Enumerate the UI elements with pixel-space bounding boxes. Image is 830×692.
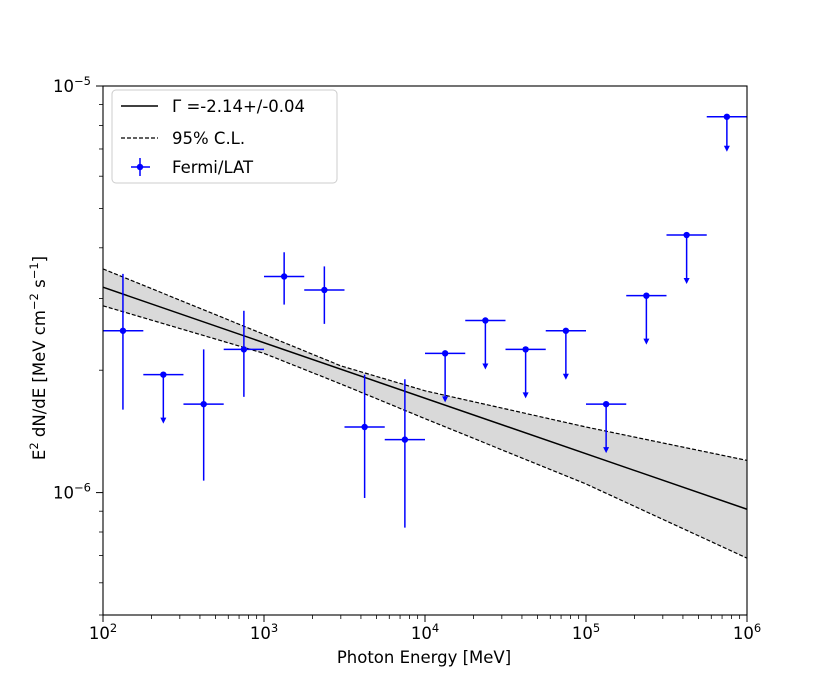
marker-dot (119, 327, 127, 334)
data-point-2 (143, 371, 184, 424)
data-points-layer (103, 113, 747, 528)
data-point-14 (626, 292, 667, 345)
confidence-band-layer (102, 268, 748, 559)
upper-limit-arrowhead (442, 396, 449, 403)
marker-dot (160, 371, 167, 378)
legend-box (111, 89, 338, 184)
marker-dot (280, 273, 288, 280)
upper-limit-arrowhead (683, 278, 690, 285)
fit-line (102, 286, 748, 510)
legend-label-fit: Γ =-2.14+/-0.04 (172, 97, 305, 116)
data-point-8 (384, 379, 425, 528)
marker-dot (562, 327, 570, 334)
y-tick-label-2: 10−6 (53, 481, 91, 503)
x-tick-label-3: 104 (411, 621, 439, 643)
y-tick-label-1: 10−5 (53, 74, 91, 96)
legend-label-cl: 95% C.L. (172, 129, 245, 148)
x-tick-label-5: 106 (733, 621, 761, 643)
upper-limit-arrowhead (160, 417, 167, 424)
axis-ticks-layer: 102 103 104 105 106 10−5 10−6 (53, 74, 761, 643)
marker-dot (321, 286, 328, 294)
data-point-15 (666, 231, 707, 285)
legend-marker-dot (136, 163, 144, 171)
marker-dot (441, 350, 449, 357)
upper-limit-arrowhead (482, 363, 489, 370)
confidence-band-lower-line (102, 305, 748, 559)
confidence-band-upper-line (102, 268, 748, 461)
data-point-13 (586, 400, 627, 454)
marker-dot (602, 400, 610, 408)
data-point-12 (545, 327, 586, 380)
data-point-16 (706, 113, 747, 152)
upper-limit-arrowhead (522, 392, 529, 399)
data-point-11 (505, 346, 546, 399)
x-tick-label-1: 102 (89, 621, 117, 643)
marker-dot (683, 231, 690, 239)
y-axis-label: E2 dN/dE [MeV cm−2 s−1] (27, 256, 49, 460)
data-point-1 (103, 273, 144, 410)
data-point-6 (304, 266, 345, 324)
confidence-band-fill (103, 268, 747, 559)
data-point-4 (223, 310, 264, 397)
marker-dot (240, 346, 248, 353)
data-point-3 (183, 349, 224, 481)
upper-limit-arrowhead (643, 338, 650, 345)
data-point-9 (425, 350, 466, 403)
legend: Γ =-2.14+/-0.04 95% C.L. Fermi/LAT (111, 89, 338, 184)
fit-line-layer (102, 286, 748, 510)
upper-limit-arrowhead (723, 145, 730, 152)
upper-limit-arrowhead (562, 373, 569, 380)
data-point-7 (344, 374, 385, 498)
marker-dot (643, 292, 650, 299)
marker-dot (723, 113, 731, 120)
x-tick-label-2: 103 (250, 621, 278, 643)
data-point-5 (264, 252, 305, 305)
marker-dot (482, 317, 489, 324)
data-point-10 (465, 317, 506, 370)
marker-dot (522, 346, 529, 353)
x-axis-label: Photon Energy [MeV] (337, 648, 511, 667)
legend-label-data: Fermi/LAT (172, 158, 254, 177)
upper-limit-arrowhead (603, 447, 610, 454)
marker-dot (401, 436, 409, 443)
x-tick-label-4: 105 (572, 621, 600, 643)
marker-dot (361, 423, 368, 431)
marker-dot (200, 400, 207, 408)
